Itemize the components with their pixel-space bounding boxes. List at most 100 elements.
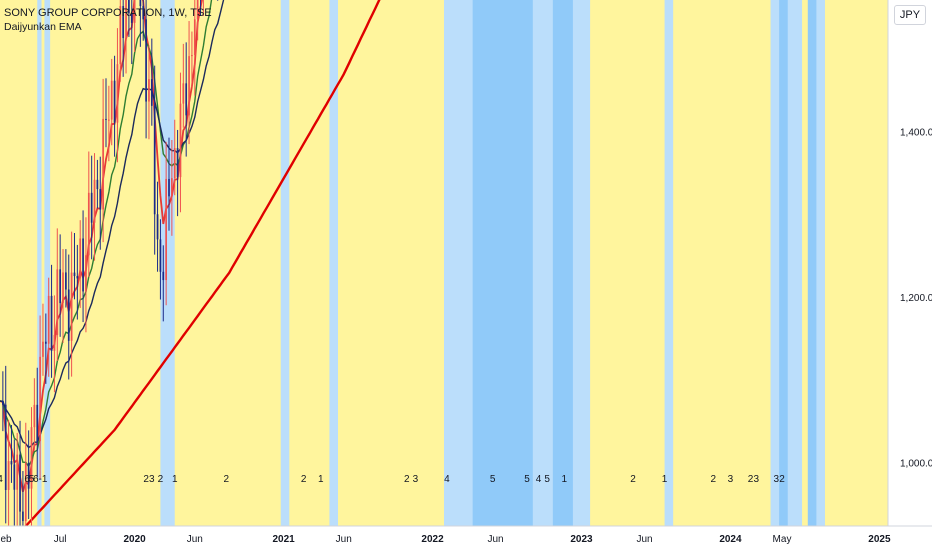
y-tick-label: 1,000.0 <box>900 459 932 470</box>
candle-body <box>47 295 50 344</box>
number-label: 3 <box>413 474 419 485</box>
candle-body <box>128 0 130 14</box>
background-band <box>41 0 45 526</box>
candle-body <box>159 239 162 272</box>
number-label: 2 <box>748 474 754 485</box>
candle-body <box>139 0 142 7</box>
chart-header: SONY GROUP CORPORATION, 1W, TSE Daijyunk… <box>4 6 212 34</box>
background-band <box>338 0 445 526</box>
candle-body <box>179 103 182 178</box>
candle-body <box>105 118 107 120</box>
candle-body <box>2 400 4 405</box>
x-tick-label: Jun <box>187 534 203 545</box>
x-tick-label: 2024 <box>719 534 742 545</box>
candle-body <box>85 255 87 292</box>
background-band <box>824 0 889 526</box>
number-label: 6 <box>24 474 30 485</box>
candle-body <box>153 105 156 215</box>
number-label: 5 <box>490 474 496 485</box>
background-band <box>664 0 674 526</box>
number-label: 4 <box>444 474 450 485</box>
symbol-title: SONY GROUP CORPORATION, 1W, TSE <box>4 7 212 19</box>
number-label: 5 <box>524 474 530 485</box>
candle-body <box>90 192 93 223</box>
number-label: 6 <box>33 474 39 485</box>
candle-body <box>168 178 170 197</box>
background-band <box>552 0 574 526</box>
background-band <box>816 0 826 526</box>
ema-slow-line <box>0 0 225 449</box>
candle-body <box>24 462 27 522</box>
background-band <box>532 0 554 526</box>
candle-body <box>4 404 7 490</box>
background-band <box>673 0 772 526</box>
number-label: 2 <box>301 474 307 485</box>
candle-body <box>165 178 168 281</box>
background-band <box>807 0 817 526</box>
candle-body <box>56 269 59 335</box>
number-label: 3 <box>753 474 759 485</box>
candle-body <box>79 238 82 279</box>
background-band <box>472 0 534 526</box>
background-band <box>289 0 330 526</box>
y-tick-label: 1,200.0 <box>900 293 932 304</box>
background-band <box>174 0 282 526</box>
x-tick-label: 2021 <box>272 534 295 545</box>
candle-body <box>110 80 113 120</box>
candle-body <box>185 83 188 116</box>
candle-body <box>76 276 79 279</box>
y-axis-panel <box>888 0 932 550</box>
number-label: 1 <box>662 474 668 485</box>
x-axis-panel <box>0 526 932 550</box>
candle-body <box>59 269 62 304</box>
candle-body <box>150 79 153 106</box>
x-tick-label: Jun <box>487 534 503 545</box>
candle-body <box>30 427 33 489</box>
background-band <box>802 0 809 526</box>
candle-body <box>67 289 70 341</box>
number-label: 2 <box>158 474 164 485</box>
candle-body <box>62 272 64 304</box>
candle-body <box>73 272 76 277</box>
background-band <box>770 0 780 526</box>
candle-body <box>191 55 193 57</box>
candle-body <box>148 79 150 102</box>
number-label: 4 <box>0 474 3 485</box>
background-band <box>329 0 339 526</box>
background-band <box>787 0 803 526</box>
x-tick-label: 2023 <box>570 534 593 545</box>
candle-body <box>65 272 67 290</box>
number-label: 3 <box>728 474 734 485</box>
candle-body <box>122 6 125 39</box>
candle-body <box>182 83 185 104</box>
ema-long-line <box>2 0 381 550</box>
x-tick-label: Jun <box>336 534 352 545</box>
background-band <box>37 0 43 526</box>
number-label: 5 <box>29 474 35 485</box>
number-label: 1 <box>562 474 568 485</box>
background-band <box>160 0 176 526</box>
candle-body <box>13 464 16 490</box>
number-label: 5 <box>544 474 550 485</box>
x-tick-label: 2022 <box>421 534 444 545</box>
background-band <box>280 0 290 526</box>
number-label: 23 <box>143 474 155 485</box>
candle-body <box>145 19 147 102</box>
background-band <box>572 0 591 526</box>
candle-body <box>156 214 159 240</box>
candle-body <box>19 454 21 512</box>
x-tick-label: Jun <box>636 534 652 545</box>
indicator-name: Daijyunkan EMA <box>4 21 82 33</box>
currency-label[interactable]: JPY <box>894 5 926 25</box>
candle-body <box>133 0 136 23</box>
candle-body <box>39 356 41 442</box>
candle-body <box>188 56 190 116</box>
candle-body <box>113 80 116 123</box>
number-label: 2 <box>779 474 785 485</box>
candle-body <box>193 19 196 56</box>
candle-body <box>142 6 145 20</box>
